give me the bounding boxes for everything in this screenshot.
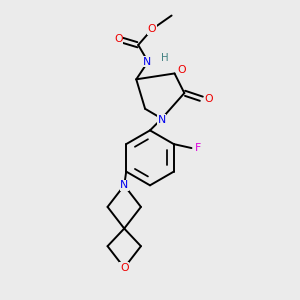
Text: N: N: [143, 57, 151, 67]
Text: O: O: [205, 94, 213, 104]
Text: F: F: [195, 143, 202, 153]
Text: O: O: [177, 64, 186, 74]
Text: N: N: [158, 115, 166, 124]
Text: N: N: [120, 180, 128, 190]
Text: O: O: [148, 24, 156, 34]
Text: O: O: [120, 263, 128, 273]
Text: O: O: [114, 34, 123, 44]
Text: H: H: [161, 53, 169, 63]
